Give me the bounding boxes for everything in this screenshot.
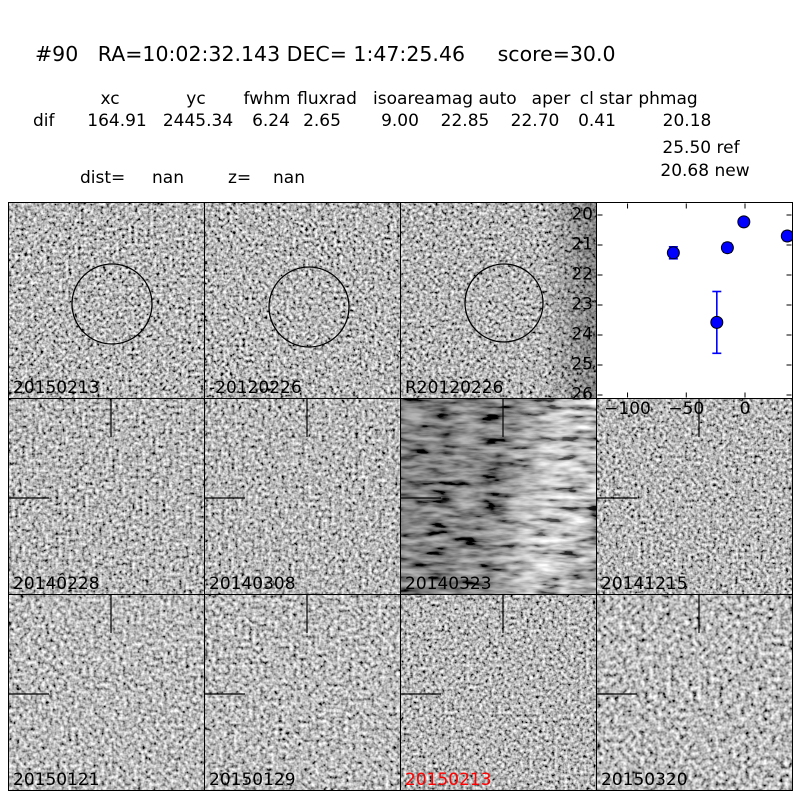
crosshair-tick-marker (597, 595, 700, 695)
col-header-xc: xc (100, 89, 120, 109)
stamp-date-label: 20140308 (209, 574, 296, 594)
col-header-fwhm: fwhm (243, 89, 291, 109)
data-point (780, 229, 792, 243)
stamp-date-label: 20140228 (13, 574, 100, 594)
stamp-panel: 20140228 (8, 398, 205, 595)
stamp-panel-ref-sub: -20120226 (204, 202, 401, 399)
value-phmag: 20.18 (662, 111, 712, 131)
crosshair-tick-marker (205, 595, 308, 695)
stamp-image (597, 399, 792, 594)
aperture-circle-marker (71, 263, 153, 345)
dist-label: dist= (80, 168, 126, 188)
stamp-date-label-highlighted: 20150213 (405, 770, 492, 790)
crosshair-tick-marker (597, 399, 700, 499)
stamp-date-label: 20141215 (601, 574, 688, 594)
stamp-image (9, 595, 204, 790)
lightcurve-plot (597, 203, 792, 398)
value-xc: 164.91 (87, 111, 147, 131)
aperture-circle-marker (464, 263, 544, 343)
stamp-panel-current-epoch: 20150213 (400, 594, 597, 791)
stamp-panel-dif: 20150213 (8, 202, 205, 399)
new-magnitude: 20.68 new (660, 161, 750, 181)
stamp-image (9, 399, 204, 594)
stamp-image (401, 399, 596, 594)
crosshair-tick-marker (205, 399, 308, 499)
stamp-image (401, 203, 596, 398)
col-header-phmag: phmag (638, 89, 698, 109)
stamp-image (597, 595, 792, 790)
stamp-panel: 20150320 (596, 594, 793, 791)
stamp-date-label: 20150121 (13, 770, 100, 790)
col-header-mag-auto: mag auto (435, 89, 517, 109)
dist-value: nan (152, 168, 184, 188)
stamp-panel: 20140323 (400, 398, 597, 595)
ref-magnitude: 25.50 ref (662, 138, 740, 158)
z-value: nan (273, 168, 305, 188)
col-header-isoarea: isoarea (373, 89, 435, 109)
row-label-dif: dif (33, 111, 55, 131)
data-point (710, 315, 724, 329)
value-cl-star: 0.41 (578, 111, 616, 131)
stamp-image (205, 203, 400, 398)
stamp-panel: 20141215 (596, 398, 793, 595)
stamp-panel: 20140308 (204, 398, 401, 595)
stamp-date-label: 20140323 (405, 574, 492, 594)
stamp-panel: 20150129 (204, 594, 401, 791)
stamp-panel: 20150121 (8, 594, 205, 791)
data-point (666, 246, 680, 260)
z-label: z= (228, 168, 252, 188)
stamp-panel-reference: R20120226 (400, 202, 597, 399)
value-aper: 22.70 (510, 111, 560, 131)
lightcurve-plot-panel (596, 202, 793, 399)
value-fluxrad: 2.65 (303, 111, 341, 131)
data-point (737, 215, 751, 229)
value-mag-auto: 22.85 (440, 111, 490, 131)
stamp-date-label: R20120226 (405, 378, 504, 398)
stamp-date-label: -20120226 (209, 378, 302, 398)
stamp-image (9, 203, 204, 398)
aperture-circle-marker (268, 266, 350, 348)
value-yc: 2445.34 (162, 111, 234, 131)
col-header-cl-star: cl star (579, 89, 633, 109)
stamp-image (401, 595, 596, 790)
stamp-image (205, 595, 400, 790)
crosshair-tick-marker (401, 595, 504, 695)
stamp-date-label: 20150129 (209, 770, 296, 790)
crosshair-tick-marker (9, 399, 112, 499)
stamp-date-label: 20150320 (601, 770, 688, 790)
value-isoarea: 9.00 (381, 111, 419, 131)
col-header-yc: yc (186, 89, 206, 109)
candidate-header-title: #90 RA=10:02:32.143 DEC= 1:47:25.46 scor… (35, 42, 616, 66)
col-header-aper: aper (531, 89, 571, 109)
data-point (720, 241, 734, 255)
crosshair-tick-marker (9, 595, 112, 695)
value-fwhm: 6.24 (252, 111, 290, 131)
crosshair-tick-marker (401, 399, 504, 499)
col-header-fluxrad: fluxrad (297, 89, 357, 109)
stamp-date-label: 20150213 (13, 378, 100, 398)
stamp-image (205, 399, 400, 594)
